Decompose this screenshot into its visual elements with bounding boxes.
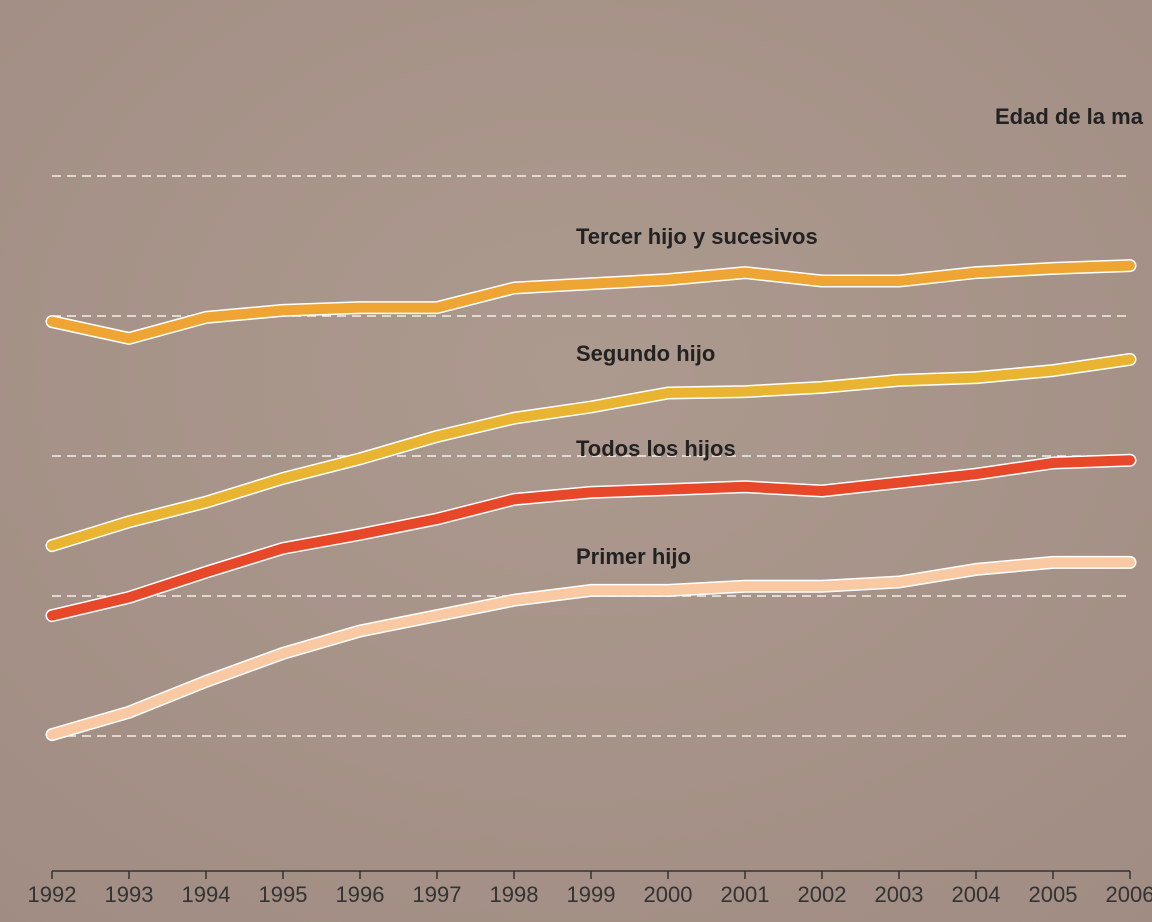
- x-tick-label: 2001: [721, 882, 770, 907]
- x-tick-label: 1999: [567, 882, 616, 907]
- series-label: Tercer hijo y sucesivos: [576, 224, 818, 249]
- x-tick-label: 2003: [875, 882, 924, 907]
- x-tick-label: 1994: [182, 882, 231, 907]
- series-label: Segundo hijo: [576, 341, 715, 366]
- page: {"chart_data": {"type": "line", "title":…: [0, 0, 1152, 922]
- chart: Edad de la ma 1992 1993 1994 1995 1996 1997 19…: [0, 0, 1152, 922]
- chart-title: Edad de la ma: [995, 104, 1144, 129]
- x-tick-label: 2006: [1106, 882, 1152, 907]
- x-tick-label: 1997: [413, 882, 462, 907]
- background: [0, 0, 1152, 922]
- x-tick-label: 2004: [952, 882, 1001, 907]
- x-tick-label: 1995: [259, 882, 308, 907]
- x-tick-label: 1996: [336, 882, 385, 907]
- x-tick-label: 2002: [798, 882, 847, 907]
- x-tick-label: 1993: [105, 882, 154, 907]
- x-tick-label: 1992: [28, 882, 77, 907]
- x-tick-label: 1998: [490, 882, 539, 907]
- x-tick-label: 2000: [644, 882, 693, 907]
- series-label: Todos los hijos: [576, 436, 736, 461]
- series-label: Primer hijo: [576, 544, 691, 569]
- x-tick-label: 2005: [1029, 882, 1078, 907]
